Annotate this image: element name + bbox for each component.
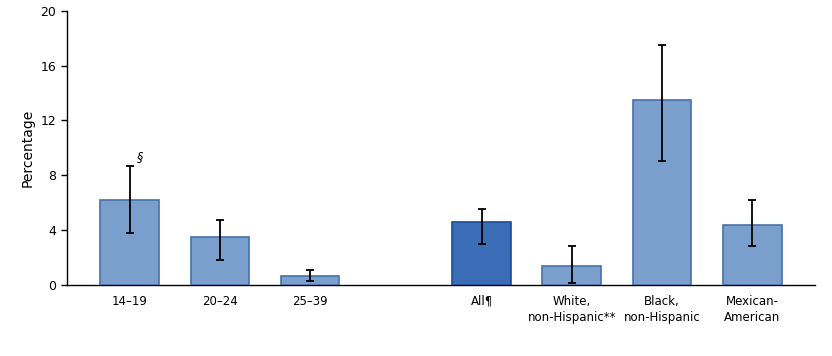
Y-axis label: Percentage: Percentage [21,109,35,187]
Bar [191,237,250,285]
Bar [632,100,691,285]
Bar [723,225,781,285]
Text: §: § [137,151,143,163]
Bar [542,266,601,285]
Bar [101,200,159,285]
Bar [281,276,339,285]
Bar [453,222,511,285]
